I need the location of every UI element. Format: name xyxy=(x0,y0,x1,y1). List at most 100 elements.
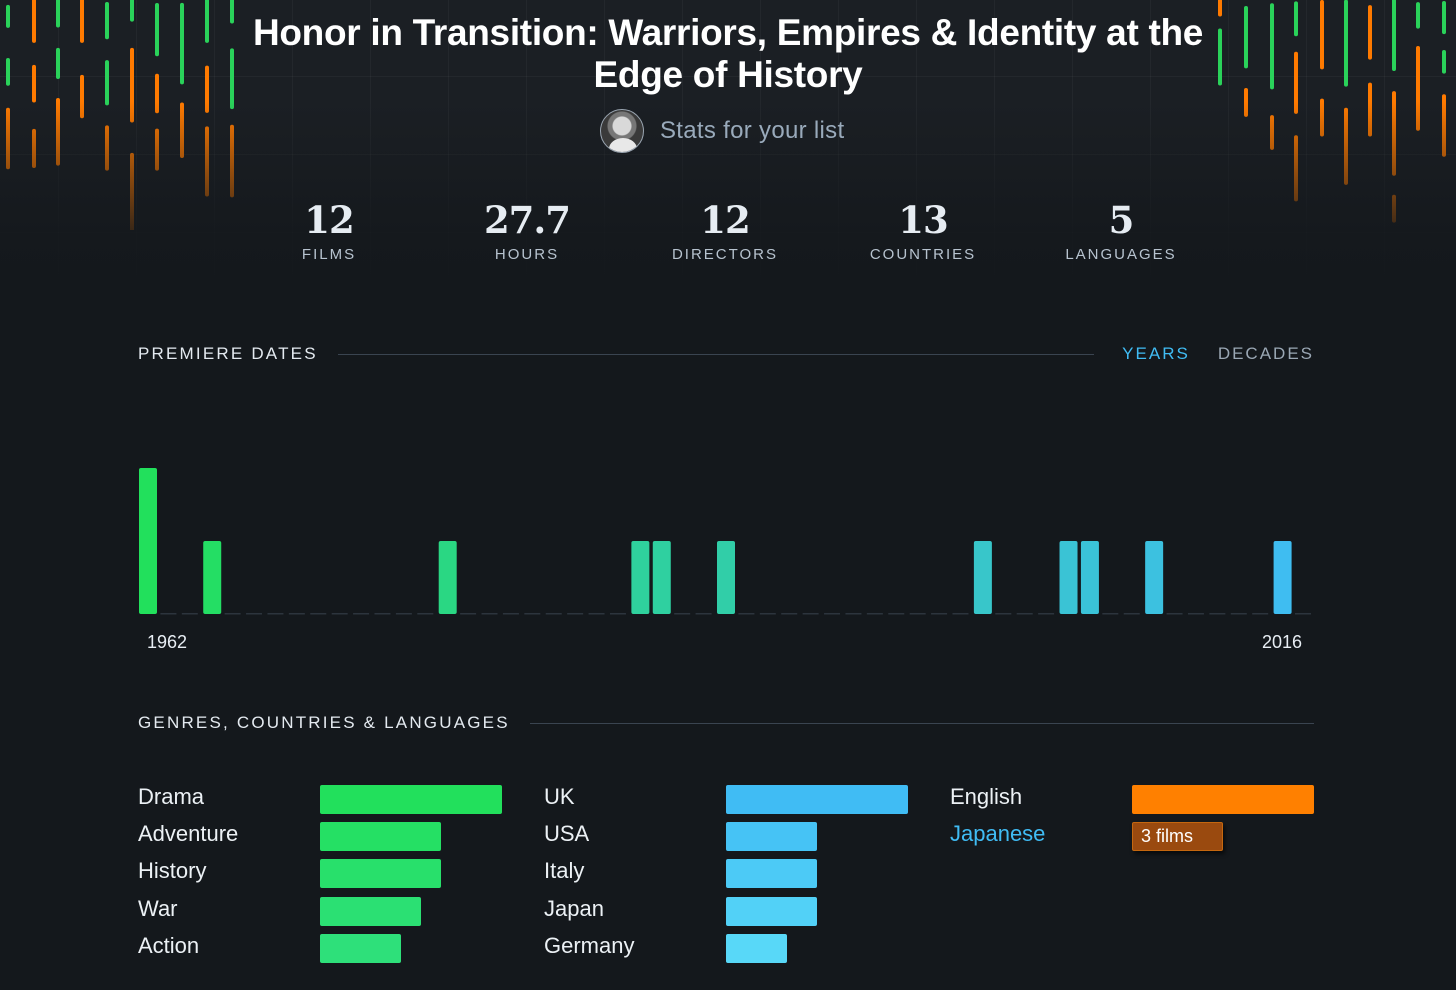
year-baseline-tick xyxy=(609,613,626,615)
year-baseline-tick xyxy=(374,613,391,615)
stat-label: HOURS xyxy=(494,246,560,263)
languages-column: English Japanese 3 films xyxy=(950,782,1314,856)
country-label[interactable]: Italy xyxy=(544,858,585,884)
country-row[interactable]: Germany xyxy=(544,931,908,968)
year-baseline-tick xyxy=(224,613,241,615)
country-label[interactable]: Germany xyxy=(544,932,635,958)
premiere-bar-1989[interactable] xyxy=(717,541,735,614)
stat-label: LANGUAGES xyxy=(1065,246,1177,263)
genre-label[interactable]: History xyxy=(138,858,207,884)
header-fade xyxy=(0,0,1456,290)
year-baseline-tick xyxy=(524,613,541,615)
genre-label[interactable]: War xyxy=(138,895,178,921)
genre-label[interactable]: Drama xyxy=(138,784,205,809)
year-baseline-tick xyxy=(888,613,905,615)
genre-bar[interactable] xyxy=(320,896,422,926)
year-baseline-tick xyxy=(1038,613,1055,615)
year-baseline-tick xyxy=(395,613,412,615)
section-title: PREMIERE DATES xyxy=(138,344,318,363)
stat-languages: 5 LANGUAGES xyxy=(1022,198,1220,263)
year-baseline-tick xyxy=(1230,613,1247,615)
year-baseline-tick xyxy=(181,613,198,615)
genre-row[interactable]: Adventure xyxy=(138,819,502,856)
genre-row[interactable]: Action xyxy=(138,931,502,968)
year-baseline-tick xyxy=(246,613,263,615)
year-baseline-tick xyxy=(288,613,305,615)
language-row[interactable]: English xyxy=(950,782,1314,819)
stat-directors: 12 DIRECTORS xyxy=(626,198,824,263)
genre-row[interactable]: War xyxy=(138,894,502,931)
country-bar[interactable] xyxy=(726,859,817,889)
genre-label[interactable]: Adventure xyxy=(138,821,239,847)
year-baseline-tick xyxy=(952,613,969,615)
list-owner[interactable]: Stats for your list xyxy=(600,108,844,154)
country-label[interactable]: UK xyxy=(544,784,575,809)
year-baseline-tick xyxy=(1123,613,1140,615)
country-bar[interactable] xyxy=(726,933,787,963)
country-bar[interactable] xyxy=(726,896,817,926)
genre-bar[interactable] xyxy=(320,859,442,889)
stat-label: COUNTRIES xyxy=(869,246,977,263)
premiere-bar-2001[interactable] xyxy=(973,541,992,614)
year-baseline-tick xyxy=(417,613,434,615)
year-baseline-tick xyxy=(1166,613,1183,615)
premiere-bar-1965[interactable] xyxy=(203,541,222,614)
stat-label: FILMS xyxy=(301,246,357,263)
year-baseline-tick xyxy=(866,613,883,615)
year-baseline-tick xyxy=(353,613,370,615)
year-baseline-tick xyxy=(781,613,798,615)
stat-value: 27.7 xyxy=(483,198,571,242)
toggle-decades[interactable]: DECADES xyxy=(1217,344,1314,363)
country-bar[interactable] xyxy=(726,822,817,852)
axis-end-label: 2016 xyxy=(1262,632,1303,652)
year-baseline-tick xyxy=(545,613,562,615)
genre-bar[interactable] xyxy=(320,933,401,963)
premiere-dates-header: PREMIERE DATES YEARS DECADES xyxy=(138,342,1314,366)
year-baseline-tick xyxy=(802,613,819,615)
year-baseline-tick xyxy=(502,613,519,615)
language-row[interactable]: Japanese 3 films xyxy=(950,819,1314,856)
premiere-bar-1985[interactable] xyxy=(631,541,650,614)
section-divider xyxy=(337,353,1095,355)
year-baseline-tick xyxy=(1016,613,1033,615)
country-label[interactable]: USA xyxy=(544,821,590,847)
premiere-bar-2015[interactable] xyxy=(1273,541,1292,614)
premiere-bar-1962[interactable] xyxy=(139,468,157,614)
country-label[interactable]: Japan xyxy=(544,895,604,921)
genre-bar[interactable] xyxy=(320,785,502,814)
year-baseline-tick xyxy=(759,613,776,615)
avatar[interactable] xyxy=(600,109,644,153)
country-row[interactable]: Japan xyxy=(544,894,908,931)
genre-bar[interactable] xyxy=(320,822,442,852)
language-label[interactable]: Japanese xyxy=(950,821,1046,847)
premiere-dates-chart xyxy=(139,468,1311,615)
year-baseline-tick xyxy=(588,613,605,615)
list-header xyxy=(0,0,1456,290)
genre-label[interactable]: Action xyxy=(138,932,200,958)
year-baseline-tick xyxy=(267,613,284,615)
country-row[interactable]: Italy xyxy=(544,856,908,893)
stat-value: 12 xyxy=(700,198,751,242)
premiere-bar-2005[interactable] xyxy=(1059,541,1078,614)
premiere-bar-1976[interactable] xyxy=(438,541,457,614)
premiere-bar-2006[interactable] xyxy=(1080,541,1099,614)
language-label[interactable]: English xyxy=(950,784,1023,809)
year-baseline-tick xyxy=(824,613,841,615)
year-baseline-tick xyxy=(1252,613,1269,615)
owner-caption: Stats for your list xyxy=(660,117,845,144)
list-title: Honor in Transition: Warriors, Empires &… xyxy=(252,12,1204,95)
country-bar[interactable] xyxy=(726,785,908,814)
genre-row[interactable]: Drama xyxy=(138,782,502,819)
premiere-bar-1986[interactable] xyxy=(652,541,671,614)
language-bar-tooltip[interactable]: 3 films xyxy=(1132,822,1223,852)
year-baseline-tick xyxy=(931,613,948,615)
country-row[interactable]: UK xyxy=(544,782,908,819)
year-baseline-tick xyxy=(1187,613,1204,615)
toggle-years[interactable]: YEARS xyxy=(1122,344,1190,363)
country-row[interactable]: USA xyxy=(544,819,908,856)
genre-row[interactable]: History xyxy=(138,856,502,893)
year-baseline-tick xyxy=(481,613,498,615)
premiere-bar-2009[interactable] xyxy=(1145,541,1164,614)
language-bar[interactable] xyxy=(1132,785,1314,814)
year-baseline-tick xyxy=(1295,613,1311,615)
